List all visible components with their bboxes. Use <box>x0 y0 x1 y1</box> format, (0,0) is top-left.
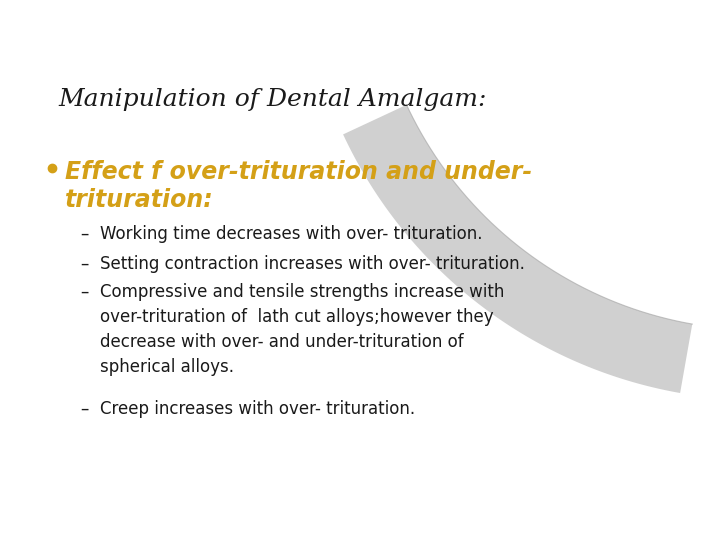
Polygon shape <box>343 105 692 393</box>
Text: Creep increases with over- trituration.: Creep increases with over- trituration. <box>100 400 415 418</box>
Text: Compressive and tensile strengths increase with
over-trituration of  lath cut al: Compressive and tensile strengths increa… <box>100 283 505 376</box>
Text: Effect f over-trituration and under-: Effect f over-trituration and under- <box>65 160 532 184</box>
Text: –: – <box>80 283 89 301</box>
Text: trituration:: trituration: <box>65 188 214 212</box>
Text: –: – <box>80 225 89 243</box>
Text: Manipulation of Dental Amalgam:: Manipulation of Dental Amalgam: <box>58 88 487 111</box>
Text: Setting contraction increases with over- trituration.: Setting contraction increases with over-… <box>100 255 525 273</box>
Text: –: – <box>80 400 89 418</box>
Text: Working time decreases with over- trituration.: Working time decreases with over- tritur… <box>100 225 482 243</box>
Text: –: – <box>80 255 89 273</box>
